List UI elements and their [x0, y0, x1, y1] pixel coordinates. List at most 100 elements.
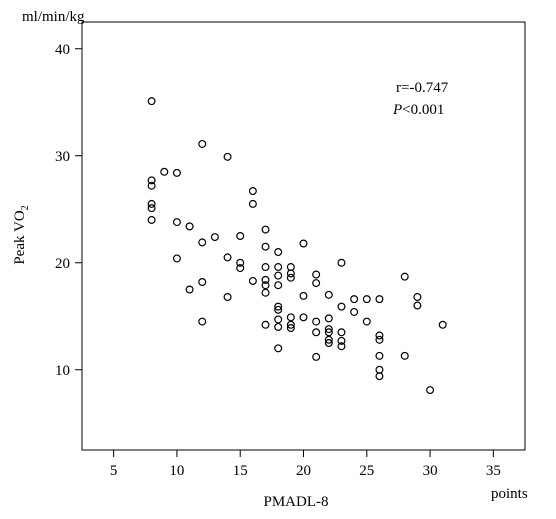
data-point	[147, 204, 156, 213]
data-point	[223, 253, 232, 262]
y-axis-unit: ml/min/kg	[22, 9, 85, 25]
data-point	[160, 167, 169, 176]
x-tick-label: 15	[233, 463, 248, 479]
data-point	[210, 233, 219, 242]
data-point	[147, 176, 156, 185]
data-point	[350, 307, 359, 316]
data-point	[286, 313, 295, 322]
data-point	[337, 342, 346, 351]
x-tick-label: 30	[423, 463, 438, 479]
plot-area-border	[81, 21, 526, 451]
data-point	[413, 301, 422, 310]
data-point	[375, 331, 384, 340]
data-point	[198, 278, 207, 287]
p-value-text: <0.001	[402, 102, 444, 118]
data-point	[324, 339, 333, 348]
data-point	[172, 168, 181, 177]
data-point	[261, 263, 270, 272]
p-value-symbol: P	[392, 102, 402, 118]
y-axis-label-subscript: 2	[20, 205, 31, 210]
data-point	[299, 313, 308, 322]
data-point	[337, 258, 346, 267]
data-point	[274, 305, 283, 314]
data-point	[261, 288, 270, 297]
correlation-annotation: r=-0.747	[396, 80, 449, 96]
data-point	[299, 291, 308, 300]
y-axis-label-main: Peak VO	[12, 210, 28, 264]
data-point	[438, 320, 447, 329]
data-point	[223, 292, 232, 301]
data-point	[324, 290, 333, 299]
data-point	[375, 365, 384, 374]
x-tick-label: 10	[169, 463, 184, 479]
data-point	[362, 317, 371, 326]
data-point	[400, 272, 409, 281]
data-point	[198, 139, 207, 148]
data-point	[400, 351, 409, 360]
data-point	[286, 263, 295, 272]
data-point	[261, 225, 270, 234]
data-point	[286, 320, 295, 329]
plot-frame	[81, 21, 526, 451]
data-point	[362, 295, 371, 304]
data-point	[312, 279, 321, 288]
data-point	[274, 315, 283, 324]
data-point	[147, 215, 156, 224]
data-point	[312, 328, 321, 337]
data-point	[337, 328, 346, 337]
data-point	[147, 181, 156, 190]
data-point	[312, 317, 321, 326]
data-point	[236, 258, 245, 267]
data-points	[147, 97, 447, 395]
data-point	[286, 269, 295, 278]
x-axis-label: PMADL-8	[263, 494, 328, 510]
y-tick-label: 20	[55, 256, 70, 272]
data-point	[261, 275, 270, 284]
data-point	[274, 344, 283, 353]
x-axis-unit: points	[491, 486, 528, 502]
data-point	[261, 281, 270, 290]
data-point	[172, 254, 181, 263]
data-point	[337, 302, 346, 311]
data-point	[147, 199, 156, 208]
data-point	[286, 324, 295, 333]
data-point	[324, 328, 333, 337]
data-point	[324, 314, 333, 323]
x-axis-ticks: 5 10 15 20 25 30 35	[110, 450, 501, 479]
data-point	[274, 281, 283, 290]
data-point	[261, 320, 270, 329]
data-point	[324, 325, 333, 334]
data-point	[236, 264, 245, 273]
data-point	[274, 271, 283, 280]
data-point	[223, 152, 232, 161]
data-point	[261, 242, 270, 251]
data-point	[337, 336, 346, 345]
data-point	[375, 335, 384, 344]
data-point	[172, 218, 181, 227]
x-tick-label: 25	[359, 463, 374, 479]
y-tick-label: 30	[55, 149, 70, 165]
x-tick-label: 20	[296, 463, 311, 479]
data-point	[426, 386, 435, 395]
data-point	[185, 285, 194, 294]
p-value-annotation: P<0.001	[392, 102, 444, 118]
data-point	[198, 238, 207, 247]
data-point	[274, 248, 283, 257]
data-point	[274, 263, 283, 272]
data-point	[299, 239, 308, 248]
data-point	[198, 317, 207, 326]
data-point	[185, 222, 194, 231]
y-axis-ticks: 10 20 30 40	[55, 42, 82, 379]
y-axis-label: Peak VO2	[12, 205, 31, 264]
x-tick-label: 5	[110, 463, 118, 479]
data-point	[375, 372, 384, 381]
data-point	[286, 273, 295, 282]
y-tick-label: 40	[55, 42, 70, 58]
data-point	[413, 292, 422, 301]
data-point	[147, 97, 156, 106]
data-point	[236, 232, 245, 241]
data-point	[312, 270, 321, 279]
data-point	[350, 295, 359, 304]
data-point	[248, 199, 257, 208]
